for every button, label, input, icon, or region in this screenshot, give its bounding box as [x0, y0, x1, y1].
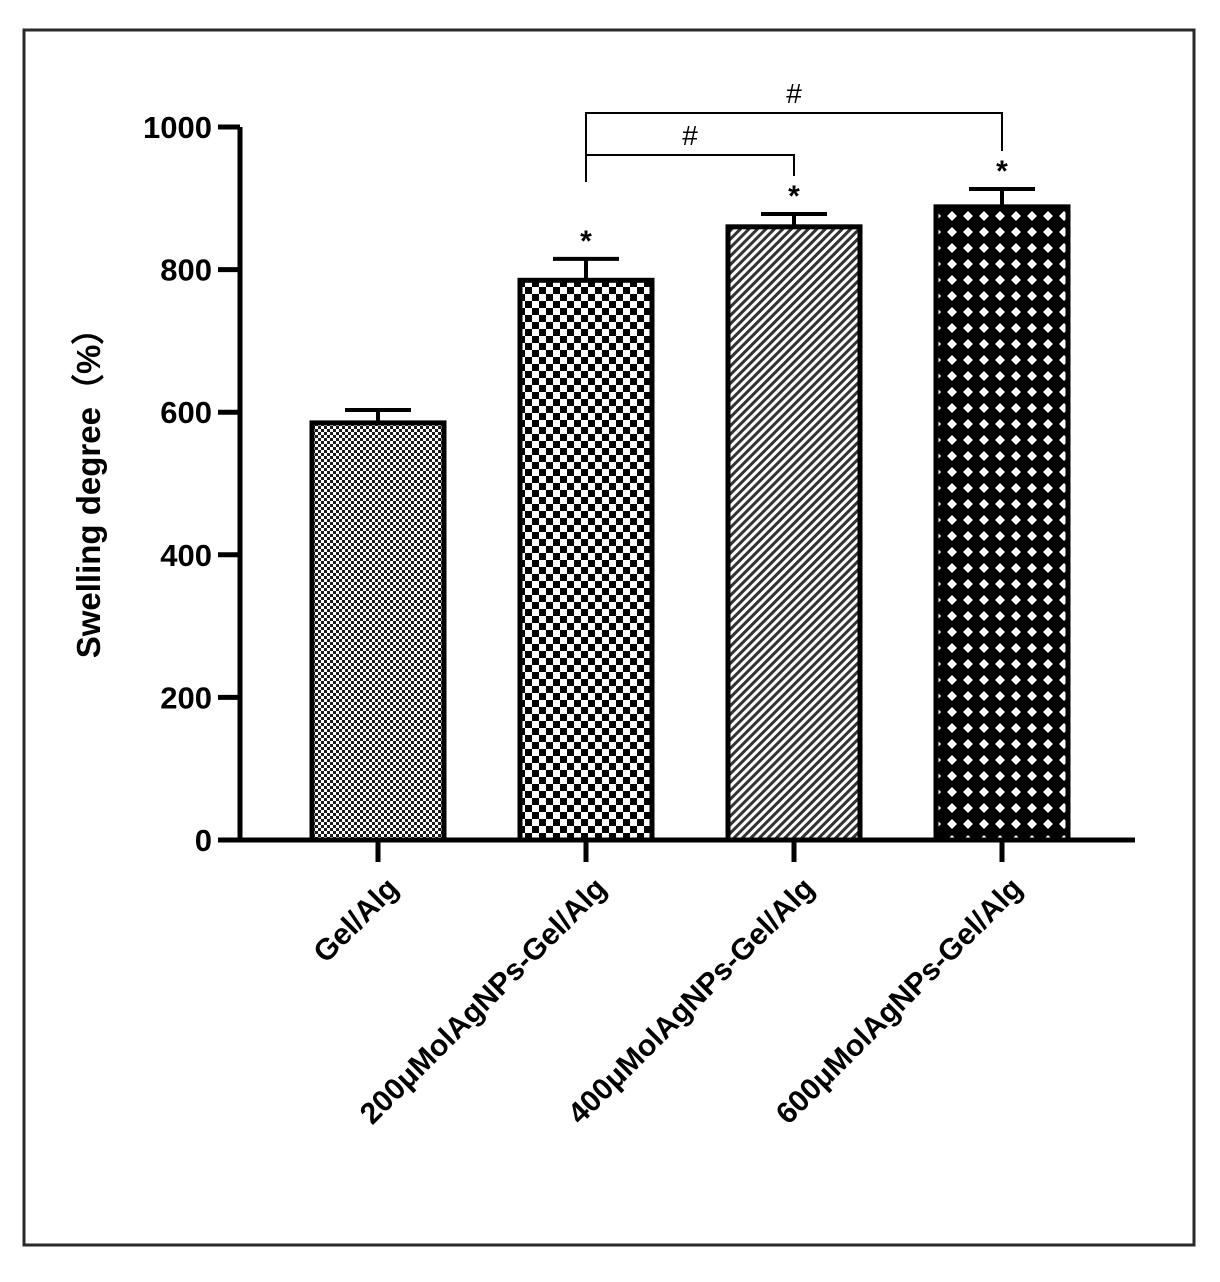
y-tick-label-400: 400 [160, 538, 212, 573]
x-tick-label-2: 200μMolAgNPs-Gel/Alg [354, 872, 613, 1131]
y-tick-label-600: 600 [160, 395, 212, 430]
y-tick-label-1000: 1000 [143, 110, 212, 145]
x-tick-label-3: 400μMolAgNPs-Gel/Alg [562, 872, 821, 1131]
y-axis-label: Swelling degree（%） [70, 312, 107, 659]
x-tick-label-1: Gel/Alg [307, 872, 405, 970]
y-tick-label-800: 800 [160, 253, 212, 288]
comparison-label-2: # [786, 78, 802, 109]
figure-border [22, 28, 1196, 1247]
annotations-layer: * * * # # [580, 78, 1008, 258]
y-tick-label-0: 0 [195, 823, 212, 858]
bar-1 [309, 420, 447, 843]
bar-4 [933, 204, 1071, 843]
comparison-bracket-1 [585, 154, 795, 182]
comparison-label-1: # [682, 120, 698, 151]
significance-mark-2: * [580, 225, 592, 258]
x-tick-label-4: 600μMolAgNPs-Gel/Alg [770, 872, 1029, 1131]
significance-mark-3: * [788, 180, 800, 213]
bar-2 [517, 277, 655, 843]
bars-layer [309, 204, 1071, 843]
y-tick-label-200: 200 [160, 680, 212, 715]
bar-3 [725, 224, 863, 843]
significance-mark-4: * [996, 155, 1008, 188]
comparison-bracket-2 [585, 112, 1003, 182]
error-bars-layer [345, 187, 1035, 423]
